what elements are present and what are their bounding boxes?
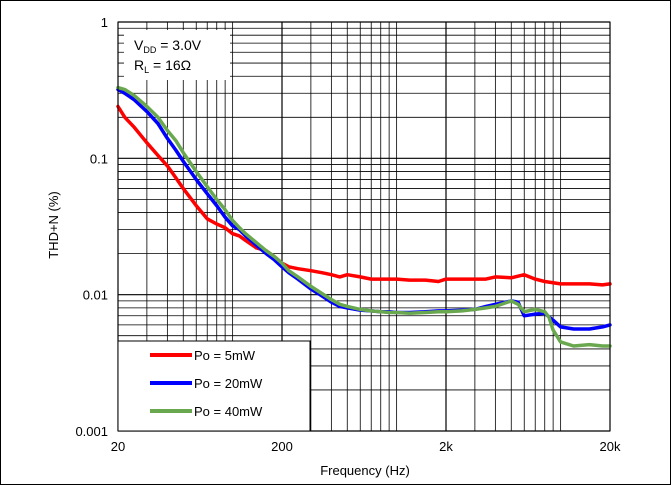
legend-label-20mw: Po = 20mW xyxy=(194,376,263,391)
rl-symbol: R xyxy=(134,57,144,73)
series-line-20mw xyxy=(116,87,612,331)
y-tick-label: 0.1 xyxy=(90,151,108,166)
tick-labels: 20 200 2k 20k 0.001 0.01 0.1 1 xyxy=(75,15,621,454)
rl-subscript: L xyxy=(144,65,149,75)
rl-value: = 16Ω xyxy=(149,57,191,73)
vdd-annotation: VDD = 3.0V xyxy=(134,37,202,55)
series-line-5mw xyxy=(116,104,612,287)
vdd-value: = 3.0V xyxy=(156,37,201,53)
conditions-annotation: VDD = 3.0V RL = 16Ω xyxy=(124,30,230,80)
legend: Po = 5mW Po = 20mW Po = 40mW xyxy=(117,340,311,432)
y-tick-label: 0.01 xyxy=(83,288,108,303)
y-axis-label: THD+N (%) xyxy=(46,191,61,259)
annotation-background xyxy=(124,30,230,80)
series-lines xyxy=(116,85,612,348)
x-tick-label: 2k xyxy=(439,439,453,454)
series-line-40mw xyxy=(116,85,612,348)
x-tick-label: 20 xyxy=(111,439,125,454)
y-tick-label: 0.001 xyxy=(75,424,108,439)
legend-label-40mw: Po = 40mW xyxy=(194,404,263,419)
x-tick-label: 20k xyxy=(600,439,621,454)
legend-label-5mw: Po = 5mW xyxy=(194,348,256,363)
vdd-subscript: DD xyxy=(143,45,156,55)
vdd-symbol: V xyxy=(134,37,144,53)
plot-area-border xyxy=(117,21,611,432)
x-tick-label: 200 xyxy=(271,439,293,454)
rl-annotation: RL = 16Ω xyxy=(134,57,191,75)
x-axis-label: Frequency (Hz) xyxy=(320,463,410,478)
y-tick-label: 1 xyxy=(101,15,108,30)
